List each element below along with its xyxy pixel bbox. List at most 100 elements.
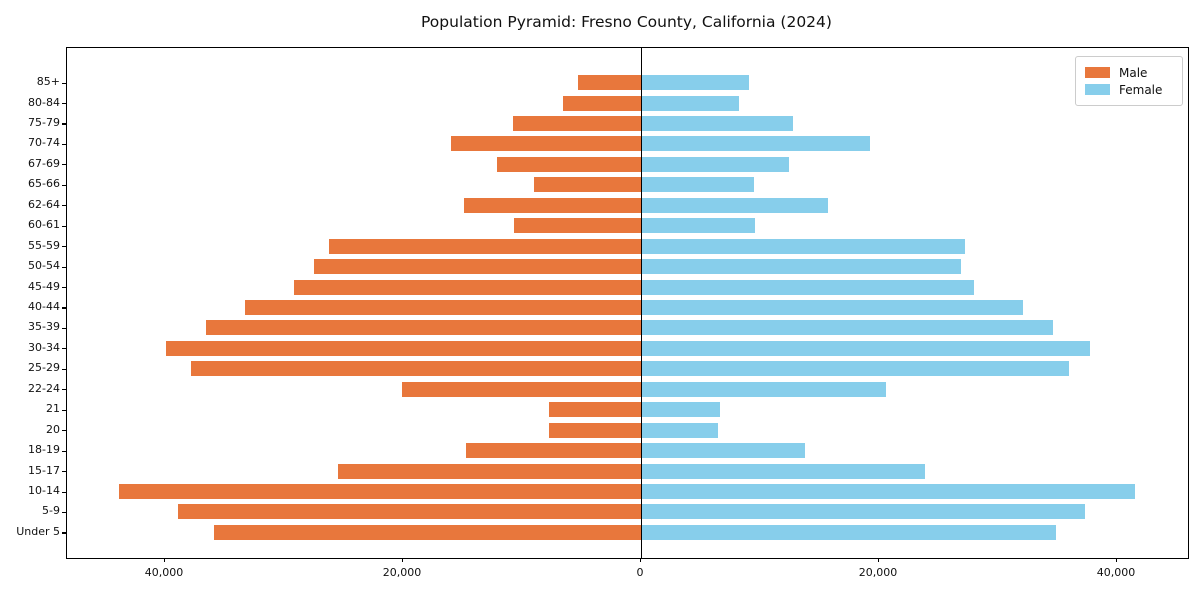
bar-female-22-24 (641, 381, 887, 397)
bar-male-35-39 (205, 320, 641, 336)
bar-male-67-69 (497, 156, 641, 172)
y-tick (61, 368, 66, 370)
y-axis-label-40-44: 40-44 (28, 299, 60, 313)
y-tick (61, 205, 66, 207)
bar-male-65-66 (533, 177, 641, 193)
y-tick (61, 143, 66, 145)
y-axis-label-21: 21 (46, 402, 60, 416)
legend-item-female: Female (1085, 81, 1173, 98)
y-axis-label-20: 20 (46, 422, 60, 436)
y-axis-label-55-59: 55-59 (28, 238, 60, 252)
y-axis-label-35-39: 35-39 (28, 320, 60, 334)
x-tick (640, 558, 642, 563)
bar-female-15-17 (641, 463, 926, 479)
bar-male-22-24 (401, 381, 641, 397)
y-axis-label-Under 5: Under 5 (16, 524, 60, 538)
y-axis-label-60-61: 60-61 (28, 218, 60, 232)
y-axis-label-5-9: 5-9 (42, 504, 60, 518)
bar-male-10-14 (118, 484, 641, 499)
bar-male-18-19 (466, 443, 641, 459)
bar-female-75-79 (641, 115, 794, 131)
bar-male-Under 5 (213, 524, 641, 540)
y-tick (61, 164, 66, 166)
y-axis-label-70-74: 70-74 (28, 136, 60, 150)
y-tick (61, 532, 66, 534)
y-axis-label-65-66: 65-66 (28, 177, 60, 191)
x-axis-label: 40,000 (144, 566, 184, 579)
y-tick (61, 430, 66, 432)
y-tick (61, 266, 66, 268)
bar-female-21 (641, 402, 720, 418)
y-axis-label-67-69: 67-69 (28, 156, 60, 170)
bar-female-67-69 (641, 156, 789, 172)
bar-male-50-54 (313, 259, 642, 274)
y-axis-label-85+: 85+ (36, 75, 60, 88)
bar-female-25-29 (641, 361, 1070, 377)
bar-female-45-49 (641, 279, 975, 295)
male-color-swatch (1085, 67, 1110, 78)
bar-male-45-49 (293, 279, 641, 295)
bar-male-15-17 (337, 463, 641, 479)
y-tick (61, 327, 66, 330)
y-axis-label-75-79: 75-79 (28, 115, 60, 129)
y-axis-label-45-49: 45-49 (28, 279, 60, 293)
x-tick (1116, 558, 1118, 563)
bar-female-Under 5 (641, 524, 1057, 540)
y-tick (61, 246, 66, 248)
x-axis-label: 40,000 (1096, 566, 1136, 579)
bar-female-70-74 (641, 136, 870, 152)
bar-female-80-84 (641, 95, 739, 111)
y-axis-label-80-84: 80-84 (28, 95, 60, 109)
y-axis-label-62-64: 62-64 (28, 197, 60, 211)
y-tick (61, 511, 66, 514)
y-axis-label-30-34: 30-34 (28, 340, 60, 354)
x-axis-label: 0 (636, 566, 644, 579)
y-axis-label-15-17: 15-17 (28, 463, 60, 477)
bar-male-5-9 (178, 504, 641, 520)
y-tick (61, 184, 66, 186)
y-tick (61, 491, 66, 493)
chart-title: Population Pyramid: Fresno County, Calif… (421, 13, 832, 31)
bar-male-62-64 (463, 197, 641, 213)
bar-male-25-29 (191, 361, 641, 377)
bar-female-35-39 (641, 320, 1053, 336)
y-axis-label-50-54: 50-54 (28, 259, 60, 272)
bar-female-18-19 (641, 443, 806, 459)
y-axis-label-22-24: 22-24 (28, 381, 60, 395)
bar-female-40-44 (641, 299, 1023, 315)
bar-female-60-61 (641, 218, 756, 234)
y-tick (61, 123, 66, 125)
y-tick (61, 389, 66, 391)
bar-female-55-59 (641, 238, 965, 254)
x-axis-label: 20,000 (858, 566, 898, 579)
y-tick (61, 450, 66, 452)
y-axis-label-25-29: 25-29 (28, 361, 60, 375)
bar-male-70-74 (450, 136, 641, 152)
bar-male-85+ (577, 75, 641, 90)
bar-female-50-54 (641, 259, 962, 274)
y-tick (61, 103, 66, 105)
bar-male-80-84 (562, 95, 641, 111)
bar-female-10-14 (641, 484, 1135, 499)
bar-female-62-64 (641, 197, 828, 213)
y-tick (61, 307, 66, 309)
y-tick (61, 348, 66, 350)
legend: Male Female (1075, 56, 1183, 106)
bar-male-60-61 (513, 218, 641, 234)
y-axis-label-18-19: 18-19 (28, 443, 60, 457)
y-tick (61, 82, 66, 84)
bar-female-30-34 (641, 340, 1090, 356)
female-color-swatch (1085, 84, 1110, 95)
bar-female-65-66 (641, 177, 755, 193)
x-tick (878, 558, 880, 563)
bar-male-55-59 (329, 238, 641, 254)
legend-label-male: Male (1119, 65, 1148, 80)
bar-male-20 (549, 422, 641, 438)
bar-male-21 (549, 402, 641, 418)
zero-axis-line (640, 48, 643, 558)
plot-area: Male Female (61, 47, 1189, 559)
legend-label-female: Female (1119, 82, 1163, 97)
bar-female-5-9 (641, 504, 1085, 520)
x-tick (164, 558, 166, 563)
